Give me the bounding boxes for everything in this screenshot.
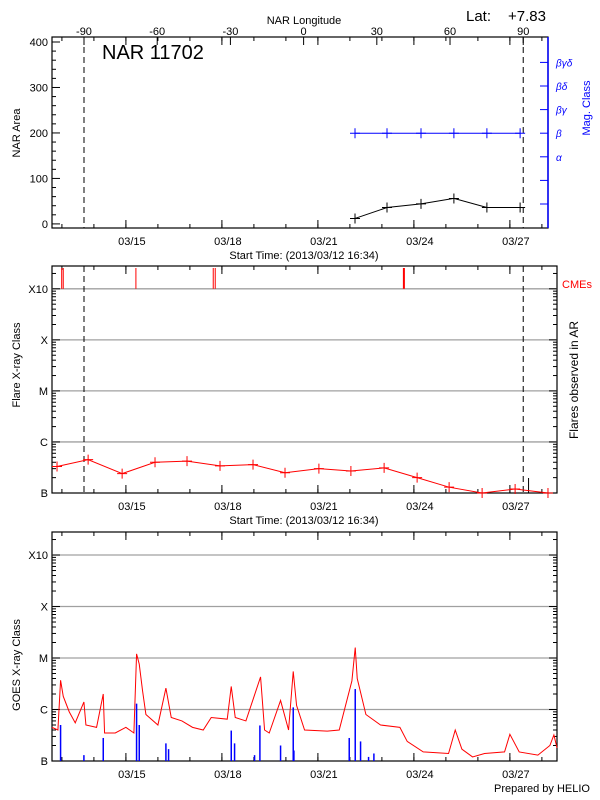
longitude-tick-label: -30 [222, 26, 238, 38]
flare-class-point [477, 488, 488, 498]
panel3-class-label: C [40, 705, 48, 717]
longitude-tick-label: -60 [149, 26, 165, 38]
longitude-tick-label: 0 [301, 26, 307, 38]
lat-value: +7.83 [508, 8, 546, 25]
nar-area-point [350, 213, 361, 224]
flare-class-point [444, 482, 455, 493]
flare-class-point [379, 462, 390, 473]
nar-area-point [481, 202, 492, 213]
mag-class-point [382, 128, 393, 139]
mag-class-tick-label: β [555, 129, 562, 140]
area-tick-label: 400 [30, 37, 48, 49]
panel3-date-label: 03/15 [118, 769, 146, 781]
area-tick-label: 300 [30, 82, 48, 94]
panel2-date-label: 03/21 [310, 501, 338, 513]
cmes-label: CMEs [562, 279, 592, 291]
panel3-date-label: 03/18 [214, 769, 242, 781]
panel1-date-label: 03/27 [502, 236, 530, 248]
area-tick-label: 0 [42, 219, 48, 231]
panel2-date-label: 03/24 [406, 501, 434, 513]
panel2-xlabel: Start Time: (2013/03/12 16:34) [229, 515, 378, 527]
flare-class-ylabel: Flare X-ray Class [11, 322, 23, 407]
nar-area-ylabel: NAR Area [11, 108, 23, 158]
flare-class-point [83, 454, 94, 465]
panel3-class-label: B [41, 756, 48, 768]
goes-class-ylabel: GOES X-ray Class [11, 619, 23, 711]
panel1-date-label: 03/18 [214, 236, 242, 248]
flare-class-point [215, 460, 226, 471]
nar-area-point [416, 198, 427, 209]
panel3-class-label: X [41, 602, 49, 614]
panel2-class-label: X10 [28, 284, 48, 296]
longitude-tick-label: 30 [371, 26, 383, 38]
flares-observed-ylabel: Flares observed in AR [567, 321, 581, 439]
panel1-date-label: 03/15 [118, 236, 146, 248]
credit-text: Prepared by HELIO [494, 783, 590, 795]
panel2-class-label: M [39, 386, 48, 398]
panel3-date-label: 03/21 [310, 769, 338, 781]
flare-class-point [412, 472, 423, 483]
lat-label: Lat: [466, 8, 491, 25]
panel2-class-label: C [40, 437, 48, 449]
mag-class-tick-label: βγ [555, 106, 568, 117]
flare-class-point [280, 467, 291, 478]
mag-class-tick-label: βδ [555, 82, 568, 93]
panel1-date-label: 03/24 [406, 236, 434, 248]
mag-class-point [350, 128, 361, 139]
panel1-date-label: 03/21 [310, 236, 338, 248]
panel3-frame [51, 531, 558, 762]
flare-class-point [117, 468, 128, 479]
nar-area-line [354, 197, 521, 219]
nar-area-point [448, 193, 459, 204]
nar-area-point [515, 202, 526, 213]
flare-class-point [345, 465, 356, 476]
flare-class-point [248, 459, 259, 470]
panel2-frame [51, 265, 558, 494]
panel2-class-label: B [41, 488, 48, 500]
flare-class-point [150, 457, 161, 468]
longitude-tick-label: 60 [444, 26, 456, 38]
panel1-frame [51, 36, 549, 229]
mag-class-tick-label: βγδ [555, 58, 573, 69]
panel2-class-label: X [41, 335, 49, 347]
panel3-date-label: 03/27 [502, 769, 530, 781]
mag-class-point [416, 128, 427, 139]
mag-class-tick-label: α [556, 153, 562, 164]
region-title: NAR 11702 [102, 42, 204, 64]
longitude-axis-title: NAR Longitude [267, 15, 342, 27]
mag-class-point [481, 128, 492, 139]
area-tick-label: 100 [30, 173, 48, 185]
mag-class-point [515, 128, 526, 139]
flare-class-line [56, 459, 549, 494]
flare-class-point [313, 463, 324, 474]
flare-class-point [542, 488, 553, 498]
panel3-class-label: X10 [28, 550, 48, 562]
panel3-date-label: 03/24 [406, 769, 434, 781]
panel1-xlabel: Start Time: (2013/03/12 16:34) [229, 250, 378, 262]
panel2-date-label: 03/27 [502, 501, 530, 513]
flare-class-point [182, 456, 193, 467]
mag-class-ylabel: Mag. Class [581, 80, 593, 136]
flare-class-point [52, 461, 63, 472]
area-tick-label: 200 [30, 128, 48, 140]
mag-class-point [448, 128, 459, 139]
longitude-tick-label: 90 [517, 26, 529, 38]
panel3-class-label: M [39, 653, 48, 665]
flare-class-point [510, 483, 521, 494]
longitude-tick-label: -90 [76, 26, 92, 38]
nar-area-point [382, 202, 393, 213]
panel2-date-label: 03/15 [118, 501, 146, 513]
panel2-date-label: 03/18 [214, 501, 242, 513]
goes-high-line [51, 647, 558, 758]
